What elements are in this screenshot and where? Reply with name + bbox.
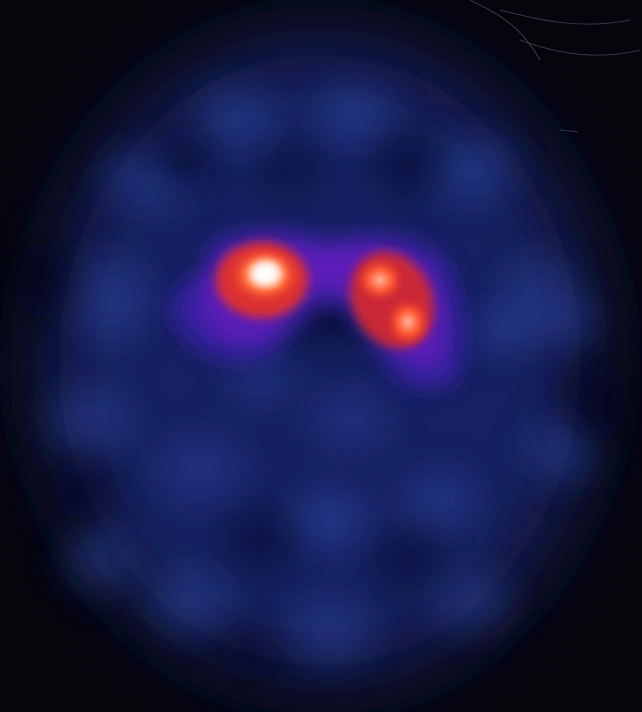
right-hotspot: [350, 251, 434, 349]
tissue-texture: [50, 89, 592, 660]
head-glow: [35, 30, 605, 690]
left-hotspot: [216, 242, 308, 318]
film-scratches: [469, 0, 641, 133]
dark-pockets: [12, 136, 630, 682]
